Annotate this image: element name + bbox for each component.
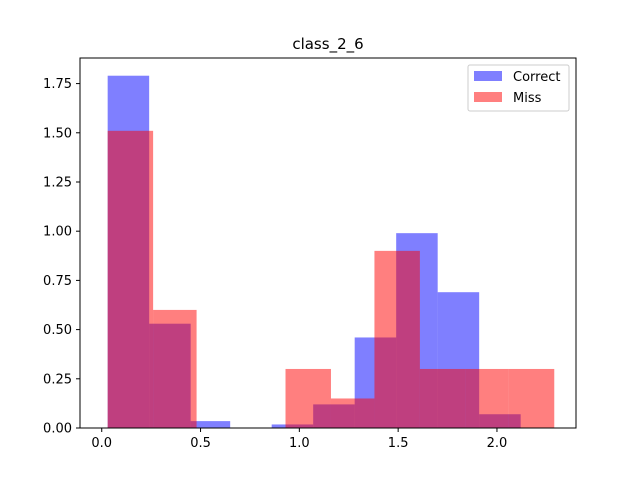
- x-tick-label: 0.5: [190, 436, 211, 451]
- legend-label-correct: Correct: [513, 70, 560, 85]
- plot-frame: [79, 57, 577, 429]
- chart-title: class_2_6: [292, 35, 363, 54]
- y-tick-label: 0.00: [43, 422, 72, 437]
- bar-miss-0: [107, 130, 154, 428]
- legend-swatch-miss: [474, 92, 502, 102]
- y-tick-label: 0.50: [43, 323, 72, 338]
- bar-miss-4: [285, 368, 331, 428]
- y-axis: 0.00 0.25 0.50 0.75 1.00 1.25 1.50 1.75: [43, 77, 80, 437]
- x-tick-label: 1.5: [388, 436, 409, 451]
- y-tick-label: 1.50: [43, 126, 72, 141]
- bar-miss-7: [419, 368, 466, 428]
- legend-label-miss: Miss: [513, 91, 542, 106]
- y-tick-label: 1.00: [43, 225, 72, 240]
- bar-correct-2: [190, 421, 231, 428]
- x-axis: 0.0 0.5 1.0 1.5 2.0: [91, 428, 507, 451]
- bar-miss-8: [465, 368, 509, 428]
- bars-layer: [107, 75, 555, 428]
- legend: Correct Miss: [467, 64, 570, 112]
- bar-miss-5: [330, 398, 375, 428]
- y-tick-label: 0.25: [43, 372, 72, 387]
- x-tick-label: 2.0: [487, 436, 508, 451]
- bar-miss-9: [508, 368, 555, 428]
- y-tick-label: 1.25: [43, 175, 72, 190]
- bar-miss-6: [374, 250, 420, 428]
- x-tick-label: 0.0: [91, 436, 112, 451]
- bar-miss-1: [153, 309, 197, 428]
- y-tick-label: 1.75: [43, 77, 72, 92]
- legend-swatch-correct: [474, 71, 502, 81]
- y-tick-label: 0.75: [43, 274, 72, 289]
- x-tick-label: 1.0: [289, 436, 310, 451]
